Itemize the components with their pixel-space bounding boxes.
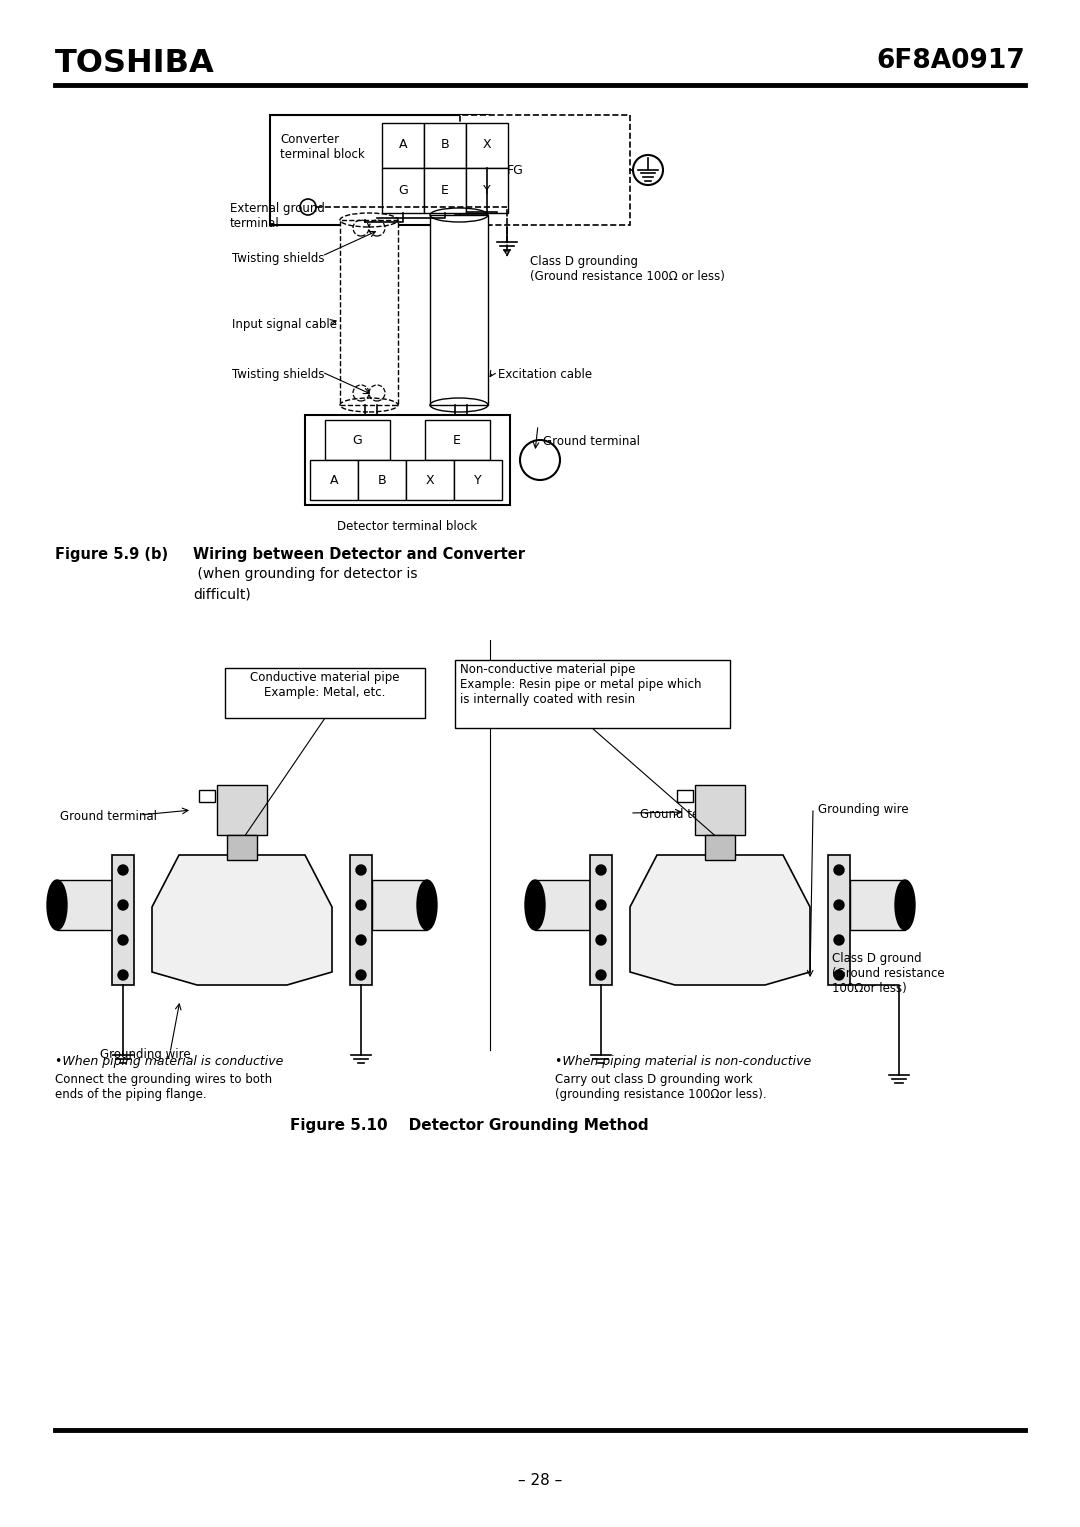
Text: Non-conductive material pipe
Example: Resin pipe or metal pipe which
is internal: Non-conductive material pipe Example: Re… [460, 663, 702, 705]
Bar [430, 215, 488, 405]
Bar [455, 660, 730, 728]
Text: Figure 5.10    Detector Grounding Method: Figure 5.10 Detector Grounding Method [291, 1118, 649, 1133]
Bar [372, 880, 427, 930]
Text: Detector terminal block: Detector terminal block [337, 521, 477, 533]
Text: Twisting shields: Twisting shields [232, 368, 324, 382]
Ellipse shape [895, 880, 915, 930]
Text: Ground terminal: Ground terminal [640, 808, 737, 822]
Text: •When piping material is conductive: •When piping material is conductive [55, 1055, 283, 1067]
Bar [305, 415, 510, 505]
Bar [350, 855, 372, 985]
Bar [310, 460, 357, 499]
Bar [325, 420, 390, 460]
Text: Carry out class D grounding work
(grounding resistance 100Ωor less).: Carry out class D grounding work (ground… [555, 1073, 767, 1101]
Text: Wiring between Detector and Converter: Wiring between Detector and Converter [193, 547, 525, 562]
Bar [227, 835, 257, 860]
Text: difficult): difficult) [193, 586, 251, 602]
Circle shape [118, 899, 129, 910]
Bar [217, 785, 267, 835]
Text: Conductive material pipe
Example: Metal, etc.: Conductive material pipe Example: Metal,… [251, 670, 400, 699]
Text: E: E [441, 183, 449, 197]
Circle shape [596, 864, 606, 875]
Circle shape [834, 864, 843, 875]
Circle shape [356, 864, 366, 875]
Ellipse shape [417, 880, 437, 930]
Text: – 28 –: – 28 – [518, 1474, 562, 1487]
Circle shape [834, 935, 843, 945]
Bar [590, 855, 612, 985]
Circle shape [356, 899, 366, 910]
Circle shape [596, 970, 606, 980]
Text: Class D ground
(Ground resistance
100Ωor less): Class D ground (Ground resistance 100Ωor… [832, 951, 945, 996]
Bar [426, 420, 490, 460]
Text: X: X [426, 473, 434, 487]
Bar [199, 789, 215, 802]
Circle shape [118, 970, 129, 980]
Text: External ground
terminal: External ground terminal [230, 202, 325, 231]
Text: A: A [399, 139, 407, 151]
Text: Connect the grounding wires to both
ends of the piping flange.: Connect the grounding wires to both ends… [55, 1073, 272, 1101]
Circle shape [118, 864, 129, 875]
Text: Figure 5.9 (b): Figure 5.9 (b) [55, 547, 184, 562]
Bar [705, 835, 735, 860]
Text: (when grounding for detector is: (when grounding for detector is [193, 567, 418, 580]
Text: B: B [378, 473, 387, 487]
Text: G: G [399, 183, 408, 197]
Bar [270, 115, 490, 224]
Text: Grounding wire: Grounding wire [100, 1048, 191, 1061]
Circle shape [596, 899, 606, 910]
Text: X: X [483, 139, 491, 151]
Circle shape [596, 935, 606, 945]
Bar [57, 880, 112, 930]
Text: G: G [352, 434, 362, 446]
Text: A: A [329, 473, 338, 487]
Circle shape [356, 935, 366, 945]
Text: Y: Y [483, 183, 490, 197]
Ellipse shape [525, 880, 545, 930]
Bar [454, 460, 502, 499]
Text: 6F8A0917: 6F8A0917 [876, 47, 1025, 73]
Text: TOSHIBA: TOSHIBA [55, 47, 215, 79]
Circle shape [834, 899, 843, 910]
Bar [112, 855, 134, 985]
Text: FG: FG [507, 163, 524, 177]
Bar [460, 115, 630, 224]
Bar [850, 880, 905, 930]
Bar [696, 785, 745, 835]
Bar [677, 789, 693, 802]
Text: Class D grounding
(Ground resistance 100Ω or less): Class D grounding (Ground resistance 100… [530, 255, 725, 282]
Text: Grounding wire: Grounding wire [818, 803, 908, 815]
Ellipse shape [48, 880, 67, 930]
Text: E: E [454, 434, 461, 446]
Text: Ground terminal: Ground terminal [60, 809, 157, 823]
Circle shape [356, 970, 366, 980]
Text: Converter
terminal block: Converter terminal block [280, 133, 365, 160]
Bar [406, 460, 454, 499]
Bar [424, 124, 465, 168]
Bar [535, 880, 590, 930]
Polygon shape [152, 855, 332, 985]
Text: Ground terminal: Ground terminal [543, 435, 640, 447]
Circle shape [118, 935, 129, 945]
Bar [465, 124, 508, 168]
Bar [424, 168, 465, 212]
Bar [225, 667, 426, 718]
Bar [382, 124, 424, 168]
Text: Input signal cable: Input signal cable [232, 318, 337, 331]
Text: •When piping material is non-conductive: •When piping material is non-conductive [555, 1055, 811, 1067]
Bar [357, 460, 406, 499]
Text: B: B [441, 139, 449, 151]
Text: Excitation cable: Excitation cable [498, 368, 592, 382]
Bar [340, 220, 399, 405]
Bar [382, 168, 424, 212]
Bar [828, 855, 850, 985]
Polygon shape [630, 855, 810, 985]
Circle shape [834, 970, 843, 980]
Text: Y: Y [474, 473, 482, 487]
Bar [465, 168, 508, 212]
Text: Twisting shields: Twisting shields [232, 252, 324, 266]
